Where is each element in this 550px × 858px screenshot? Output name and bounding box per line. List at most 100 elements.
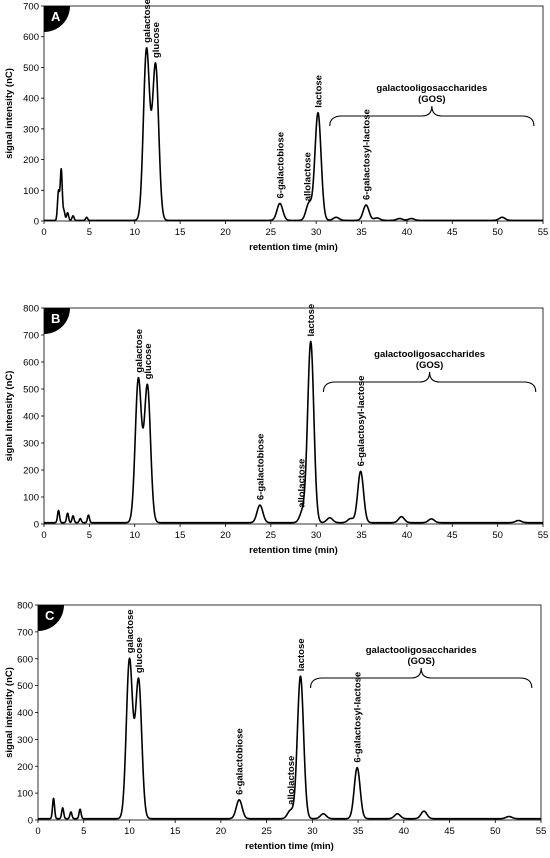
panel-b: B 0 5 10 15 20 25 30 35 40 45 50 55 0 100 200 300 400 500 6… (4, 304, 548, 557)
peak-label: lactose (296, 638, 307, 671)
x-tick-label: 55 (538, 530, 549, 541)
y-tick-label: 500 (17, 681, 33, 692)
peak-label: glucose (134, 637, 145, 673)
x-tick-label: 5 (87, 530, 92, 541)
x-tick-label: 20 (216, 826, 227, 837)
x-tick-label: 25 (266, 227, 277, 238)
plot-frame (43, 5, 544, 222)
plot-frame (43, 307, 544, 525)
panel-a: A 0 5 10 15 20 25 30 35 40 45 50 55 0 100 200 300 400 500 6… (4, 0, 548, 253)
y-tick-label: 300 (23, 439, 39, 450)
peak-label: galactose (125, 609, 136, 653)
gos-label-line1: galactooligosaccharides (374, 349, 485, 360)
peak-label: lactose (306, 304, 317, 337)
y-tick-label: 600 (17, 654, 33, 665)
panel-letter: B (51, 311, 60, 326)
x-tick-label: 50 (492, 530, 503, 541)
y-tick-label: 400 (23, 412, 39, 423)
peak-label: 6-galactobiose (235, 728, 246, 795)
x-tick-label: 15 (170, 826, 181, 837)
x-tick-label: 30 (307, 826, 318, 837)
x-tick-label: 10 (124, 826, 135, 837)
x-tick-label: 45 (447, 227, 458, 238)
gos-label-line2: (GOS) (407, 656, 434, 667)
x-tick-label: 25 (261, 826, 272, 837)
y-tick-label: 100 (17, 789, 33, 800)
y-tick-label: 700 (23, 331, 39, 342)
chromatogram-trace (37, 657, 542, 820)
y-tick-label: 600 (23, 32, 39, 43)
panel-badge (44, 308, 70, 334)
y-tick-label: 0 (28, 816, 33, 827)
gos-brace (309, 667, 533, 689)
x-tick-label: 5 (87, 227, 92, 238)
peak-label: galactose (134, 329, 145, 373)
x-tick-label: 40 (402, 530, 413, 541)
y-tick-label: 200 (17, 762, 33, 773)
y-tick-label: 800 (17, 601, 33, 612)
x-tick-label: 0 (35, 826, 40, 837)
x-tick-label: 25 (266, 530, 277, 541)
peak-label: galactose (142, 0, 153, 43)
y-tick-label: 300 (17, 735, 33, 746)
y-tick-label: 100 (23, 186, 39, 197)
gos-label-line2: (GOS) (418, 94, 445, 105)
y-axis-title: signal intensity (nC) (4, 68, 15, 159)
peak-label: 6-galactobiose (275, 132, 286, 199)
x-tick-label: 45 (447, 530, 458, 541)
x-tick-label: 0 (41, 530, 46, 541)
x-axis-title: retention time (min) (249, 545, 338, 556)
y-tick-label: 700 (23, 2, 39, 13)
peak-label: lactose (313, 75, 324, 108)
panel-badge (38, 605, 64, 631)
gos-label-line1: galactooligosaccharides (376, 83, 487, 94)
x-axis-title: retention time (min) (245, 841, 334, 852)
x-tick-label: 15 (175, 530, 186, 541)
x-tick-label: 35 (356, 530, 367, 541)
gos-label-line2: (GOS) (416, 360, 443, 371)
panel-badge (44, 6, 70, 32)
y-tick-label: 0 (34, 217, 39, 228)
y-tick-label: 800 (23, 304, 39, 315)
peak-label: 6-galactobiose (255, 434, 266, 501)
x-tick-label: 55 (538, 227, 549, 238)
x-tick-label: 30 (311, 227, 322, 238)
x-tick-label: 0 (41, 227, 46, 238)
x-tick-label: 35 (353, 826, 364, 837)
x-tick-label: 40 (402, 227, 413, 238)
panel-letter: C (45, 608, 55, 623)
peak-label: glucose (143, 344, 154, 380)
y-tick-label: 0 (34, 520, 39, 531)
x-tick-label: 45 (444, 826, 455, 837)
x-tick-label: 55 (536, 826, 547, 837)
y-tick-label: 600 (23, 358, 39, 369)
y-tick-label: 200 (23, 466, 39, 477)
y-tick-label: 400 (17, 708, 33, 719)
chromatogram-trace (43, 47, 544, 222)
gos-brace (322, 371, 537, 393)
x-tick-label: 30 (311, 530, 322, 541)
y-tick-label: 400 (23, 94, 39, 105)
x-tick-label: 5 (81, 826, 86, 837)
panel-c: C 0 5 10 15 20 25 30 35 40 45 50 55 0 100 200 300 400 500 6… (4, 601, 546, 853)
chromatogram-trace (43, 340, 544, 524)
y-axis-title: signal intensity (nC) (4, 371, 15, 462)
y-tick-label: 700 (17, 627, 33, 638)
x-axis-title: retention time (min) (249, 242, 338, 253)
peak-label: allolactose (286, 756, 297, 805)
gos-label-line1: galactooligosaccharides (366, 645, 477, 656)
x-tick-label: 10 (129, 227, 140, 238)
x-tick-label: 35 (356, 227, 367, 238)
y-tick-label: 500 (23, 63, 39, 74)
y-tick-label: 100 (23, 493, 39, 504)
y-tick-label: 300 (23, 124, 39, 135)
peak-label: glucose (151, 22, 162, 58)
peak-label: 6-galactosyl-lactose (353, 672, 364, 763)
y-tick-label: 200 (23, 155, 39, 166)
x-tick-label: 20 (220, 530, 231, 541)
y-tick-label: 500 (23, 385, 39, 396)
x-tick-label: 40 (399, 826, 410, 837)
panel-letter: A (51, 9, 61, 24)
x-tick-label: 10 (129, 530, 140, 541)
